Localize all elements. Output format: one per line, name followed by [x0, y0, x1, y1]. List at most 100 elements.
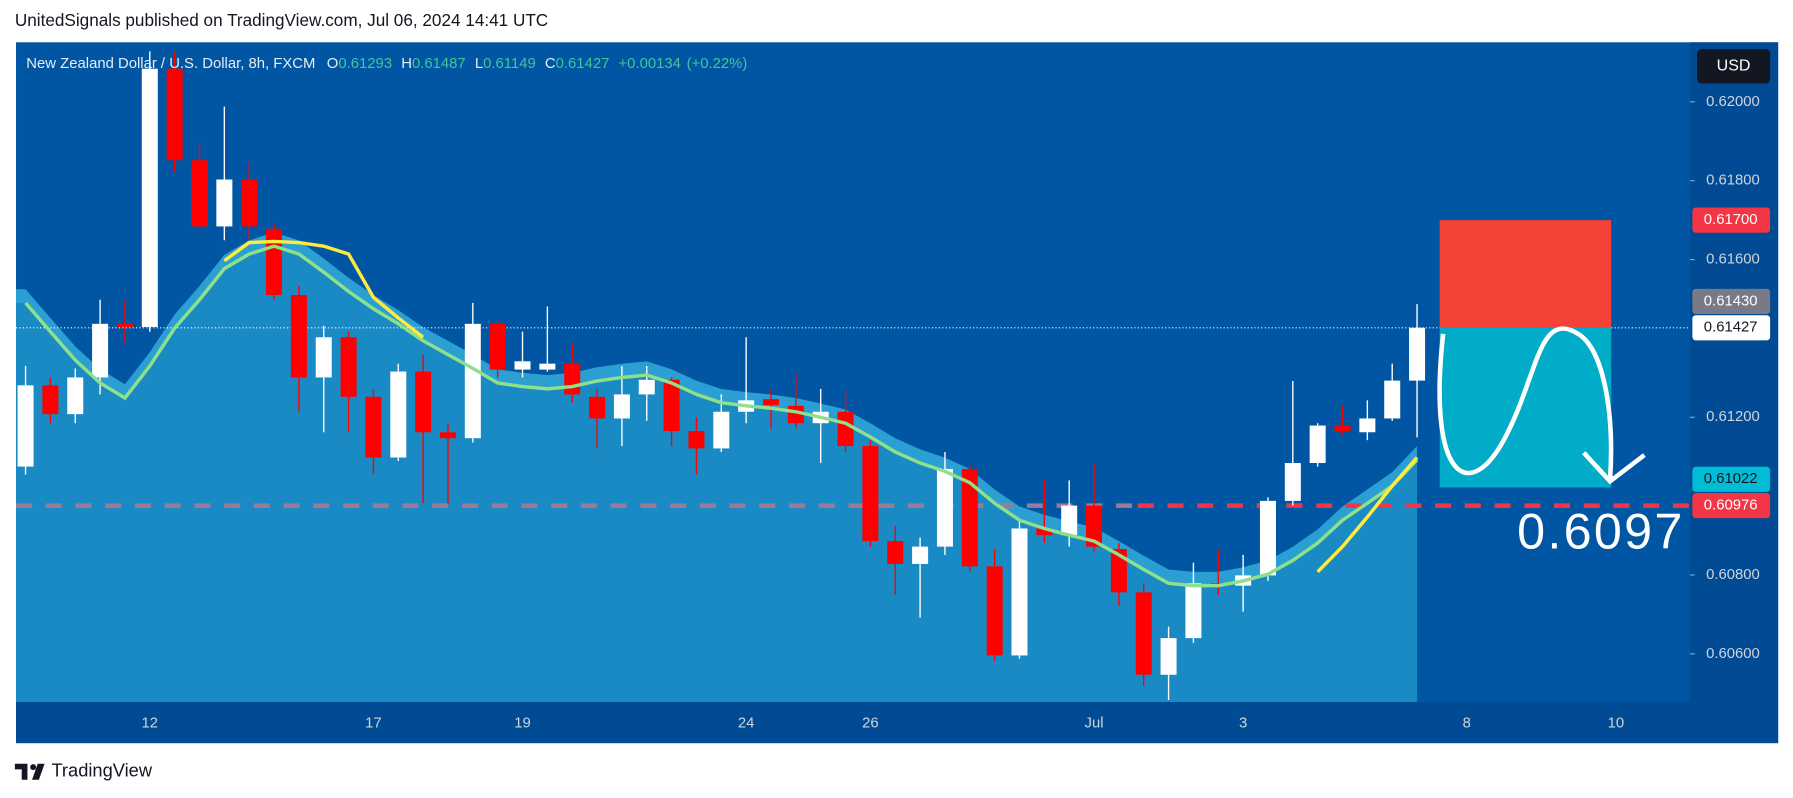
- candle-body: [42, 385, 59, 415]
- candle-body: [290, 295, 307, 378]
- candle-body: [439, 432, 456, 439]
- candle-body: [564, 363, 581, 395]
- candle-body: [912, 546, 929, 564]
- y-tick-label: 0.60600: [1706, 646, 1760, 662]
- candle-body: [390, 371, 407, 458]
- candle-body: [613, 394, 630, 419]
- candle-body: [589, 396, 606, 419]
- price-label: 0.61700: [1704, 212, 1758, 228]
- candle-body: [464, 323, 481, 439]
- candle-body: [141, 68, 158, 327]
- ma-line: [223, 239, 1419, 574]
- candle-body: [1309, 425, 1326, 464]
- candle-body: [1185, 583, 1202, 639]
- y-tick-label: 0.61600: [1706, 251, 1760, 267]
- x-tick-label: 24: [738, 716, 755, 732]
- x-tick-label: 26: [862, 716, 879, 732]
- legend-item: C: [545, 56, 556, 72]
- x-tick-label: 8: [1463, 716, 1471, 732]
- candle-body: [663, 379, 680, 432]
- candle-body: [216, 179, 233, 227]
- price-label-bg: [1692, 315, 1771, 341]
- x-axis-strip: [16, 701, 1691, 744]
- legend-item: 0.61149: [483, 56, 536, 72]
- candle-body: [1359, 418, 1376, 433]
- price-label-bg: [1692, 288, 1771, 315]
- candle-body: [340, 337, 357, 397]
- ma-line: [24, 244, 1419, 588]
- price-label: 0.61427: [1704, 320, 1758, 336]
- candle-body: [936, 468, 953, 547]
- published-by: UnitedSignals published on TradingView.c…: [15, 10, 548, 30]
- candle-body: [961, 468, 978, 567]
- candle-body: [1259, 500, 1276, 576]
- plot: [16, 51, 1691, 702]
- candle-body: [1011, 528, 1028, 656]
- stop-zone: [1439, 220, 1612, 328]
- x-tick-label: 19: [514, 716, 531, 732]
- candle-body: [1110, 548, 1127, 593]
- candle-body: [365, 396, 382, 458]
- candle-body: [489, 323, 506, 370]
- target-zone: [1439, 327, 1612, 488]
- candle-body: [1061, 505, 1078, 536]
- y-tick-label: 0.61200: [1706, 409, 1760, 425]
- candle-body: [762, 399, 780, 406]
- legend-item: 0.61427: [556, 56, 610, 72]
- candle-body: [1160, 638, 1177, 675]
- candle-body: [1086, 505, 1103, 547]
- legend-item: +0.00134: [619, 56, 681, 72]
- y-axis-strip: [1690, 42, 1779, 744]
- x-tick-label: 10: [1608, 716, 1625, 732]
- price-label: 0.60976: [1704, 498, 1758, 514]
- price-label-bg: [1692, 207, 1771, 233]
- x-tick-label: 17: [365, 716, 382, 732]
- candle-body: [67, 377, 84, 415]
- candle-body: [241, 179, 258, 227]
- candle-body: [166, 68, 183, 161]
- candle-body: [837, 411, 854, 447]
- y-tick-label: 0.61800: [1706, 173, 1760, 189]
- candle-body: [638, 379, 655, 395]
- candle-body: [116, 323, 133, 327]
- candle-body: [688, 431, 705, 449]
- legend-item: H: [401, 56, 412, 72]
- candle-body: [1409, 327, 1426, 381]
- candle-body: [1284, 463, 1301, 501]
- candle-body: [266, 228, 283, 296]
- price-label-bg: [1692, 466, 1771, 492]
- price-label: 0.61022: [1704, 471, 1758, 487]
- target-annotation: 0.6097: [1517, 502, 1685, 559]
- x-tick-label: 3: [1239, 716, 1247, 732]
- currency-button[interactable]: [1696, 49, 1771, 84]
- ma-area: [16, 246, 1418, 702]
- candle-body: [1384, 380, 1401, 419]
- candle-body: [539, 363, 556, 370]
- legend-item: 0.61487: [412, 56, 466, 72]
- price-label: 0.61430: [1704, 293, 1758, 309]
- legend-item: 0.61293: [338, 56, 392, 72]
- currency-label[interactable]: USD: [1717, 58, 1751, 75]
- candle-body: [887, 541, 904, 564]
- x-tick-label: Jul: [1085, 716, 1104, 732]
- candle-body: [713, 411, 730, 449]
- legend-item: New Zealand Dollar / U.S. Dollar, 8h, FX…: [26, 56, 315, 72]
- candle-body: [514, 361, 531, 370]
- y-tick-label: 0.60800: [1706, 567, 1760, 583]
- candle-body: [315, 337, 332, 378]
- logo: [14, 763, 45, 780]
- candle-body: [17, 385, 34, 467]
- forecast-arrow: [1437, 326, 1614, 481]
- legend-item: (+0.22%): [687, 56, 748, 72]
- candle-body: [1036, 528, 1053, 536]
- candle-body: [92, 323, 109, 378]
- arrow-head: [1582, 451, 1646, 485]
- footer-brand: TradingView: [51, 760, 152, 781]
- candle-body: [415, 371, 432, 433]
- chart-legend: New Zealand Dollar / U.S. Dollar, 8h, FX…: [26, 56, 747, 72]
- x-tick-label: 12: [142, 716, 159, 732]
- candle-body: [191, 160, 208, 227]
- candle-body: [862, 446, 879, 542]
